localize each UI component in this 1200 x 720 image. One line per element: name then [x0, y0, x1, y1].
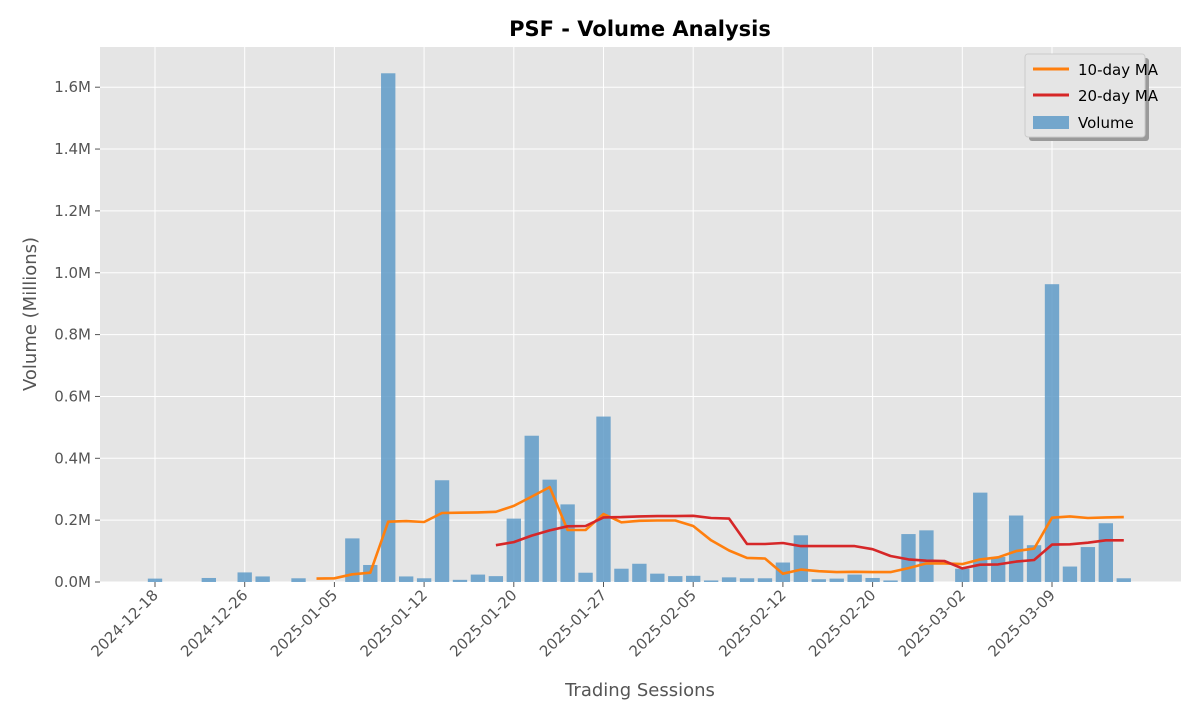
y-tick-label: 0.6M — [54, 387, 91, 405]
volume-bar — [632, 563, 647, 582]
chart-title: PSF - Volume Analysis — [509, 17, 771, 41]
y-tick-label: 1.0M — [54, 264, 91, 282]
volume-bar — [470, 574, 486, 582]
volume-bar — [811, 579, 826, 582]
volume-bar — [578, 572, 593, 582]
y-tick-label: 1.4M — [54, 140, 91, 158]
volume-bar — [1080, 547, 1096, 582]
volume-bar — [1044, 284, 1060, 582]
y-tick-label: 0.4M — [54, 449, 91, 467]
volume-bar — [973, 492, 988, 582]
volume-bar — [596, 416, 611, 582]
volume-bar — [883, 580, 898, 582]
legend-label-volume: Volume — [1078, 114, 1134, 132]
legend-swatch-volume — [1033, 116, 1069, 129]
volume-bar — [955, 568, 970, 582]
volume-bar — [1098, 523, 1113, 582]
volume-bar — [345, 538, 360, 582]
plot-area — [100, 47, 1181, 582]
volume-bar — [668, 576, 683, 582]
y-axis-ticks: 0.0M 0.2M 0.4M 0.6M 0.8M 1.0M 1.2M 1.4M 1.6M — [54, 78, 100, 591]
volume-bar — [793, 535, 809, 582]
y-tick-label: 0.8M — [54, 326, 91, 344]
volume-bar — [829, 578, 844, 582]
moving-average-lines — [316, 485, 1124, 580]
volume-bar — [201, 577, 216, 582]
volume-bar — [865, 577, 880, 582]
20-day-ma-line — [495, 514, 1124, 570]
volume-bar — [1008, 515, 1024, 582]
volume-bar — [919, 530, 934, 582]
volume-bar — [147, 578, 163, 582]
legend-label-20-day-ma: 20-day MA — [1078, 87, 1159, 105]
volume-bar — [991, 556, 1006, 582]
volume-bar — [614, 568, 629, 582]
volume-bar — [237, 572, 252, 582]
volume-bar — [291, 578, 306, 582]
legend-label-10-day-ma: 10-day MA — [1078, 61, 1159, 79]
volume-bar — [1026, 545, 1042, 582]
10-day-ma-line — [316, 485, 1124, 580]
volume-bar — [703, 580, 719, 582]
volume-bar — [434, 480, 450, 582]
legend: 10-day MA 20-day MA Volume — [1024, 53, 1159, 141]
volume-bar — [1116, 578, 1131, 582]
volume-bar — [739, 578, 755, 582]
y-axis-label: Volume (Millions) — [20, 237, 41, 391]
volume-bar — [686, 575, 701, 582]
volume-bar — [416, 578, 432, 582]
volume-bar — [524, 435, 539, 582]
volume-bar — [398, 576, 414, 582]
volume-bar — [1062, 566, 1078, 582]
volume-bar — [488, 576, 504, 582]
volume-bars — [147, 73, 1131, 582]
volume-bar — [381, 73, 396, 582]
volume-bar — [650, 573, 665, 582]
volume-bar — [452, 579, 468, 582]
volume-bar — [255, 576, 270, 582]
x-axis-label: Trading Sessions — [564, 680, 715, 701]
volume-bar — [847, 574, 862, 582]
volume-bar — [506, 518, 521, 582]
volume-bar — [757, 578, 773, 582]
y-tick-label: 0.2M — [54, 511, 91, 529]
y-tick-label: 0.0M — [54, 573, 91, 591]
volume-bar — [721, 577, 737, 582]
y-tick-label: 1.2M — [54, 202, 91, 220]
y-tick-label: 1.6M — [54, 78, 91, 96]
